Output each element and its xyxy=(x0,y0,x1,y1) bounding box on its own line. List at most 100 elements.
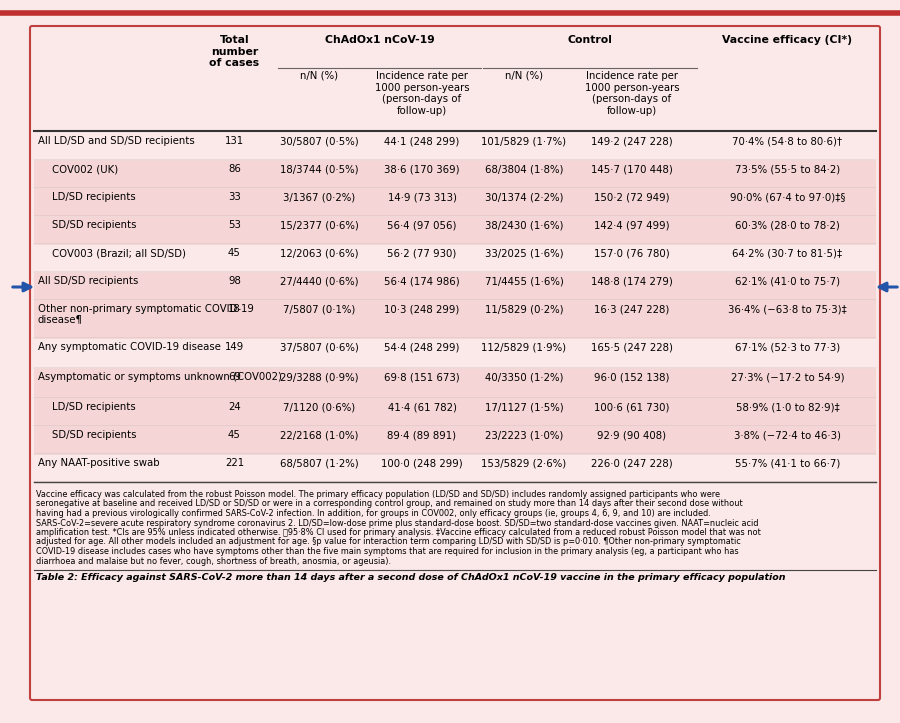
Text: 100·0 (248 299): 100·0 (248 299) xyxy=(381,458,463,468)
Text: n/N (%): n/N (%) xyxy=(301,71,338,81)
Bar xyxy=(34,273,876,300)
Text: 45: 45 xyxy=(228,430,241,440)
Text: 69·8 (151 673): 69·8 (151 673) xyxy=(384,372,460,382)
Text: 55·7% (41·1 to 66·7): 55·7% (41·1 to 66·7) xyxy=(734,458,841,468)
Text: 30/5807 (0·5%): 30/5807 (0·5%) xyxy=(280,136,359,146)
Text: Any symptomatic COVID-19 disease: Any symptomatic COVID-19 disease xyxy=(38,342,220,352)
Text: 44·1 (248 299): 44·1 (248 299) xyxy=(384,136,460,146)
Text: adjusted for age. All other models included an adjustment for age. §p value for : adjusted for age. All other models inclu… xyxy=(36,537,741,547)
Text: 37/5807 (0·6%): 37/5807 (0·6%) xyxy=(280,342,359,352)
Text: 56·4 (174 986): 56·4 (174 986) xyxy=(384,276,460,286)
Text: Table 2: Efficacy against SARS-CoV-2 more than 14 days after a second dose of Ch: Table 2: Efficacy against SARS-CoV-2 mor… xyxy=(36,573,786,582)
Text: 145·7 (170 448): 145·7 (170 448) xyxy=(591,164,673,174)
Text: LD/SD recipients: LD/SD recipients xyxy=(52,402,136,412)
Bar xyxy=(34,427,876,454)
Text: 148·8 (174 279): 148·8 (174 279) xyxy=(591,276,673,286)
Text: Incidence rate per
1000 person-years
(person-days of
follow-up): Incidence rate per 1000 person-years (pe… xyxy=(374,71,469,116)
Text: Other non-primary symptomatic COVID-19: Other non-primary symptomatic COVID-19 xyxy=(38,304,254,314)
Text: 142·4 (97 499): 142·4 (97 499) xyxy=(594,220,670,230)
Text: COV002 (UK): COV002 (UK) xyxy=(52,164,118,174)
FancyBboxPatch shape xyxy=(30,26,880,700)
Text: 36·4% (−63·8 to 75·3)‡: 36·4% (−63·8 to 75·3)‡ xyxy=(728,304,847,314)
Text: 221: 221 xyxy=(225,458,244,468)
Text: LD/SD recipients: LD/SD recipients xyxy=(52,192,136,202)
Text: Any NAAT-positive swab: Any NAAT-positive swab xyxy=(38,458,159,468)
Text: All LD/SD and SD/SD recipients: All LD/SD and SD/SD recipients xyxy=(38,136,194,146)
Text: 7/1120 (0·6%): 7/1120 (0·6%) xyxy=(284,402,356,412)
Text: 56·4 (97 056): 56·4 (97 056) xyxy=(387,220,456,230)
Text: 11/5829 (0·2%): 11/5829 (0·2%) xyxy=(485,304,563,314)
Text: Vaccine efficacy (CI*): Vaccine efficacy (CI*) xyxy=(723,35,852,45)
Text: 53: 53 xyxy=(228,220,241,230)
Text: 38/2430 (1·6%): 38/2430 (1·6%) xyxy=(485,220,563,230)
Text: 92·9 (90 408): 92·9 (90 408) xyxy=(598,430,667,440)
Text: 18: 18 xyxy=(228,304,241,314)
Text: 64·2% (30·7 to 81·5)‡: 64·2% (30·7 to 81·5)‡ xyxy=(733,248,842,258)
Bar xyxy=(34,189,876,216)
Text: 68/3804 (1·8%): 68/3804 (1·8%) xyxy=(485,164,563,174)
Text: 24: 24 xyxy=(228,402,241,412)
Text: seronegative at baseline and received LD/SD or SD/SD or were in a corresponding : seronegative at baseline and received LD… xyxy=(36,500,742,508)
Text: 73·5% (55·5 to 84·2): 73·5% (55·5 to 84·2) xyxy=(735,164,840,174)
Text: SARS-CoV-2=severe acute respiratory syndrome coronavirus 2. LD/SD=low-dose prime: SARS-CoV-2=severe acute respiratory synd… xyxy=(36,518,759,528)
Text: 27/4440 (0·6%): 27/4440 (0·6%) xyxy=(280,276,359,286)
Text: 15/2377 (0·6%): 15/2377 (0·6%) xyxy=(280,220,359,230)
Text: 10·3 (248 299): 10·3 (248 299) xyxy=(384,304,460,314)
Text: 33/2025 (1·6%): 33/2025 (1·6%) xyxy=(485,248,563,258)
Text: ChAdOx1 nCoV-19: ChAdOx1 nCoV-19 xyxy=(325,35,435,45)
Text: Vaccine efficacy was calculated from the robust Poisson model. The primary effic: Vaccine efficacy was calculated from the… xyxy=(36,490,720,499)
Text: 68/5807 (1·2%): 68/5807 (1·2%) xyxy=(280,458,359,468)
Text: 29/3288 (0·9%): 29/3288 (0·9%) xyxy=(280,372,359,382)
Text: 27·3% (−17·2 to 54·9): 27·3% (−17·2 to 54·9) xyxy=(731,372,844,382)
Text: 101/5829 (1·7%): 101/5829 (1·7%) xyxy=(482,136,567,146)
Text: 54·4 (248 299): 54·4 (248 299) xyxy=(384,342,460,352)
Text: COV003 (Brazil; all SD/SD): COV003 (Brazil; all SD/SD) xyxy=(52,248,186,258)
Text: 70·4% (54·8 to 80·6)†: 70·4% (54·8 to 80·6)† xyxy=(733,136,842,146)
Text: SD/SD recipients: SD/SD recipients xyxy=(52,220,137,230)
Text: 165·5 (247 228): 165·5 (247 228) xyxy=(591,342,673,352)
Text: 226·0 (247 228): 226·0 (247 228) xyxy=(591,458,673,468)
Text: 131: 131 xyxy=(225,136,244,146)
Text: 157·0 (76 780): 157·0 (76 780) xyxy=(594,248,670,258)
Bar xyxy=(34,301,876,338)
Text: 41·4 (61 782): 41·4 (61 782) xyxy=(388,402,456,412)
Text: 98: 98 xyxy=(228,276,241,286)
Text: All SD/SD recipients: All SD/SD recipients xyxy=(38,276,139,286)
Text: 60·3% (28·0 to 78·2): 60·3% (28·0 to 78·2) xyxy=(735,220,840,230)
Bar xyxy=(34,161,876,188)
Text: 22/2168 (1·0%): 22/2168 (1·0%) xyxy=(280,430,359,440)
Text: Control: Control xyxy=(568,35,612,45)
Text: 3/1367 (0·2%): 3/1367 (0·2%) xyxy=(284,192,356,202)
Text: 14·9 (73 313): 14·9 (73 313) xyxy=(388,192,456,202)
Bar xyxy=(34,369,876,398)
Text: Incidence rate per
1000 person-years
(person-days of
follow-up): Incidence rate per 1000 person-years (pe… xyxy=(585,71,680,116)
Text: 90·0% (67·4 to 97·0)‡§: 90·0% (67·4 to 97·0)‡§ xyxy=(730,192,845,202)
Text: Total
number
of cases: Total number of cases xyxy=(210,35,259,68)
Text: 17/1127 (1·5%): 17/1127 (1·5%) xyxy=(484,402,563,412)
Text: 18/3744 (0·5%): 18/3744 (0·5%) xyxy=(280,164,359,174)
Text: 58·9% (1·0 to 82·9)‡: 58·9% (1·0 to 82·9)‡ xyxy=(735,402,840,412)
Text: 150·2 (72 949): 150·2 (72 949) xyxy=(594,192,670,202)
Text: 71/4455 (1·6%): 71/4455 (1·6%) xyxy=(484,276,563,286)
Text: 23/2223 (1·0%): 23/2223 (1·0%) xyxy=(485,430,563,440)
Text: 62·1% (41·0 to 75·7): 62·1% (41·0 to 75·7) xyxy=(735,276,840,286)
Text: 100·6 (61 730): 100·6 (61 730) xyxy=(594,402,670,412)
Text: 38·6 (170 369): 38·6 (170 369) xyxy=(384,164,460,174)
Text: COVID-19 disease includes cases who have symptoms other than the five main sympt: COVID-19 disease includes cases who have… xyxy=(36,547,739,556)
Text: diarrhoea and malaise but no fever, cough, shortness of breath, anosmia, or ageu: diarrhoea and malaise but no fever, coug… xyxy=(36,557,391,565)
Text: 3·8% (−72·4 to 46·3): 3·8% (−72·4 to 46·3) xyxy=(734,430,841,440)
Text: 16·3 (247 228): 16·3 (247 228) xyxy=(594,304,670,314)
Text: disease¶: disease¶ xyxy=(38,314,83,324)
Bar xyxy=(34,217,876,244)
Text: 67·1% (52·3 to 77·3): 67·1% (52·3 to 77·3) xyxy=(735,342,840,352)
Text: 69: 69 xyxy=(228,372,241,382)
Text: 45: 45 xyxy=(228,248,241,258)
Text: 12/2063 (0·6%): 12/2063 (0·6%) xyxy=(280,248,359,258)
Text: n/N (%): n/N (%) xyxy=(505,71,543,81)
Text: 30/1374 (2·2%): 30/1374 (2·2%) xyxy=(485,192,563,202)
Text: Asymptomatic or symptoms unknown (COV002): Asymptomatic or symptoms unknown (COV002… xyxy=(38,372,282,382)
Text: 7/5807 (0·1%): 7/5807 (0·1%) xyxy=(284,304,356,314)
Text: 89·4 (89 891): 89·4 (89 891) xyxy=(387,430,456,440)
Text: amplification test. *CIs are 95% unless indicated otherwise. ᦕ95·8% CI used for : amplification test. *CIs are 95% unless … xyxy=(36,528,760,537)
Text: 153/5829 (2·6%): 153/5829 (2·6%) xyxy=(482,458,567,468)
